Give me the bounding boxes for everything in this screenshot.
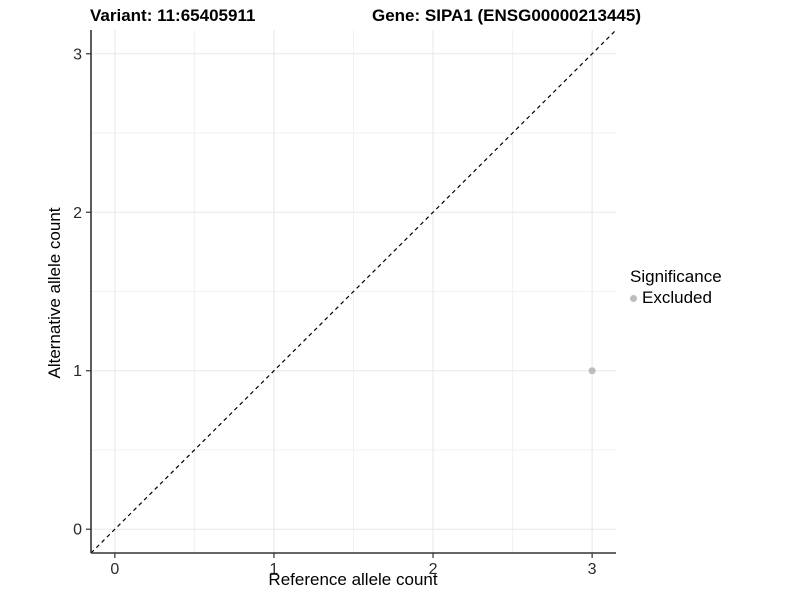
y-tick-label: 3	[73, 46, 82, 63]
x-tick-label: 3	[588, 561, 597, 578]
legend-title: Significance	[630, 267, 722, 286]
legend: Significance Excluded	[630, 266, 722, 308]
y-tick-label: 0	[73, 522, 82, 539]
excluded-point-icon	[630, 294, 637, 302]
gene-title: Gene: SIPA1 (ENSG00000213445)	[372, 6, 641, 25]
x-tick-label: 1	[270, 561, 279, 578]
y-axis-title: Alternative allele count	[45, 207, 64, 379]
legend-entry-excluded: Excluded	[630, 288, 722, 308]
x-axis-title: Reference allele count	[268, 570, 438, 589]
x-tick-label: 0	[110, 561, 119, 578]
identity-line	[90, 29, 617, 554]
variant-title: Variant: 11:65405911	[90, 6, 256, 25]
y-tick-label: 2	[73, 205, 82, 222]
legend-entry-label: Excluded	[642, 288, 712, 307]
data-point	[588, 367, 596, 375]
y-tick-label: 1	[73, 363, 82, 380]
x-tick-label: 2	[429, 561, 438, 578]
